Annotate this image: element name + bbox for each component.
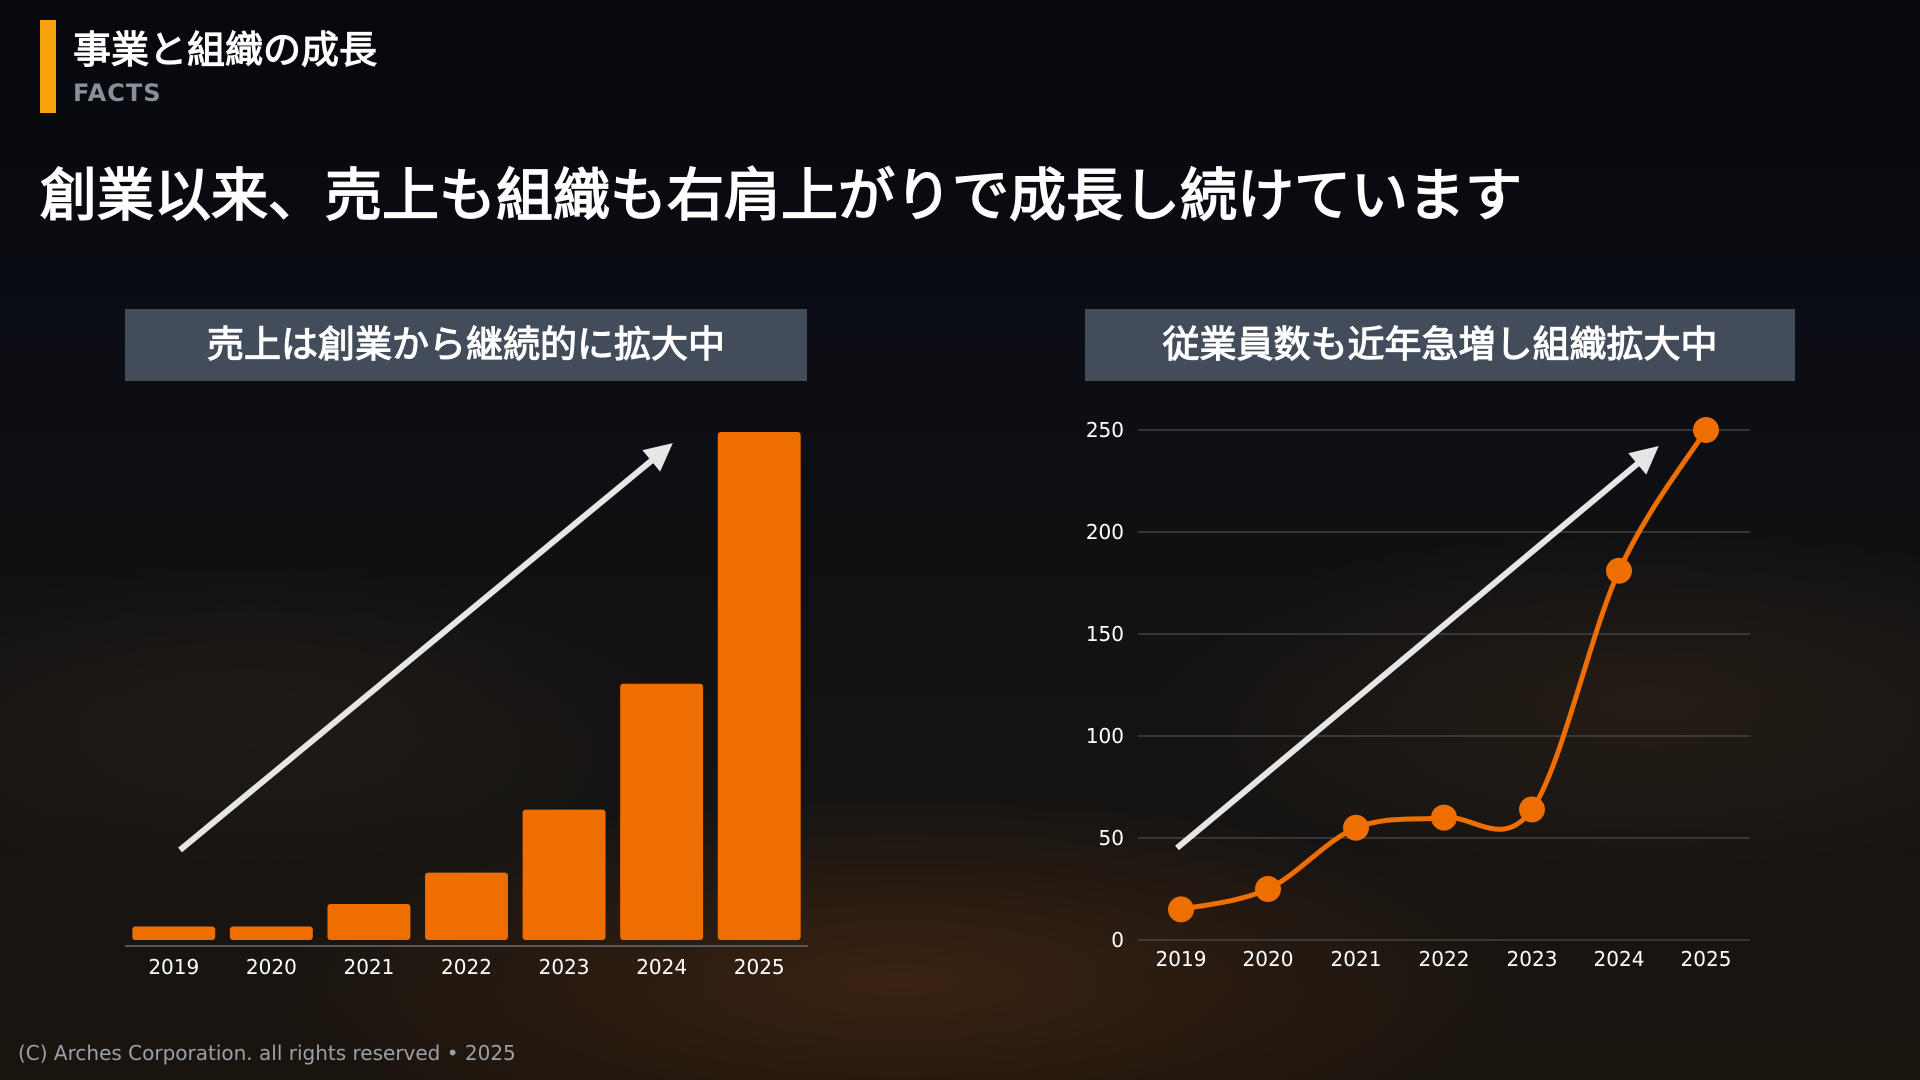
employee-trend-arrow — [1175, 446, 1659, 851]
revenue-bar — [229, 926, 313, 940]
revenue-x-tick: 2020 — [246, 955, 297, 979]
slide-headline: 創業以来、売上も組織も右肩上がりで成長し続けています — [40, 163, 1522, 229]
employee-point — [1693, 417, 1719, 443]
employee-x-tick: 2023 — [1507, 947, 1558, 971]
employee-y-tick: 50 — [1099, 826, 1124, 850]
revenue-x-tick: 2025 — [734, 955, 785, 979]
revenue-x-tick: 2022 — [441, 955, 492, 979]
employee-point — [1431, 804, 1457, 831]
employee-x-tick: 2022 — [1419, 947, 1470, 971]
employee-x-tick: 2025 — [1681, 947, 1732, 971]
revenue-bar — [327, 904, 411, 940]
employee-point — [1606, 557, 1632, 584]
revenue-x-tick: 2024 — [636, 955, 687, 979]
employee-point — [1343, 814, 1369, 841]
revenue-x-tick: 2019 — [148, 955, 199, 979]
revenue-bar — [522, 809, 606, 940]
revenue-x-tick: 2023 — [539, 955, 590, 979]
revenue-bar — [620, 683, 704, 940]
employee-y-tick: 200 — [1086, 520, 1124, 544]
revenue-chart-title: 売上は創業から継続的に拡大中 — [125, 309, 807, 381]
employee-line — [1180, 428, 1709, 912]
section-title: 事業と組織の成長 — [73, 28, 378, 72]
employee-point — [1519, 796, 1545, 823]
employee-x-tick: 2024 — [1594, 947, 1645, 971]
employee-x-tick: 2021 — [1331, 947, 1382, 971]
employee-chart-title: 従業員数も近年急増し組織拡大中 — [1085, 309, 1795, 381]
employee-x-tick: 2019 — [1156, 947, 1207, 971]
employee-x-tick: 2020 — [1243, 947, 1294, 971]
employee-y-tick: 250 — [1086, 418, 1124, 442]
revenue-bar — [132, 926, 216, 940]
revenue-trend-arrow — [178, 443, 673, 853]
employee-y-tick: 150 — [1086, 622, 1124, 646]
employee-y-tick: 0 — [1111, 928, 1124, 952]
revenue-bar — [717, 432, 801, 940]
copyright-footer: (C) Arches Corporation. all rights reser… — [18, 1041, 516, 1065]
employee-point — [1255, 876, 1281, 902]
employee-y-tick: 100 — [1086, 724, 1124, 748]
section-subtitle: FACTS — [73, 79, 162, 107]
employee-point — [1168, 896, 1194, 923]
section-accent-bar — [40, 20, 56, 113]
revenue-bar — [425, 872, 508, 940]
revenue-x-tick: 2021 — [343, 955, 394, 979]
